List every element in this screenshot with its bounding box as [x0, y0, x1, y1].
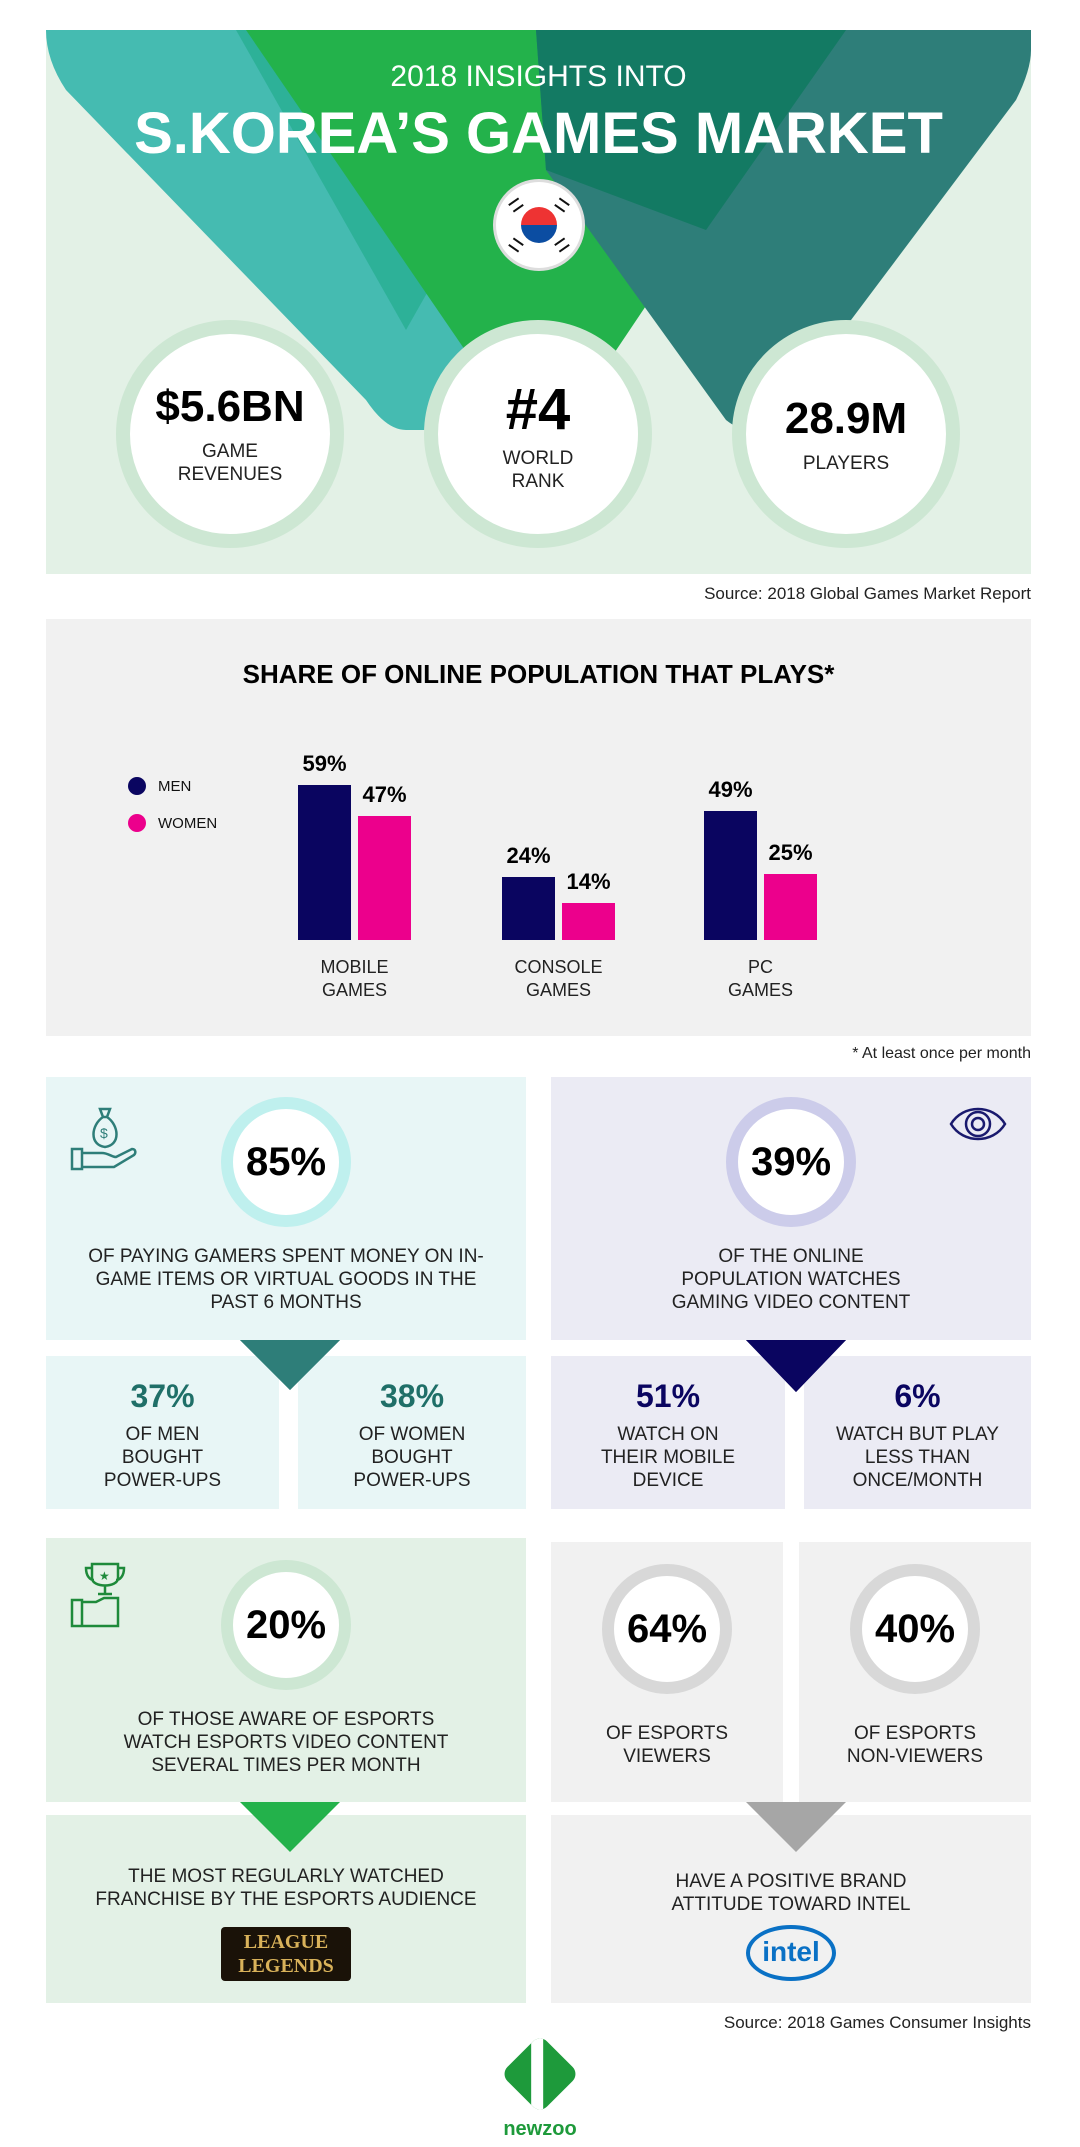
esports-label: OF THOSE AWARE OF ESPORTS WATCH ESPORTS … — [123, 1709, 449, 1776]
women-value: 38% — [379, 1378, 445, 1414]
league-of-legends-logo: LEAGUE LEGENDS — [221, 1927, 351, 1981]
video-value: 39% — [750, 1139, 832, 1184]
legend-label: MEN — [158, 777, 192, 795]
spending-panel: $ 85% OF PAYING GAMERS SPENT MONEY ON IN… — [46, 1077, 526, 1340]
chart-title: SHARE OF ONLINE POPULATION THAT PLAYS* — [242, 659, 835, 689]
stat-players: 28.9M PLAYERS — [732, 320, 960, 548]
stat-label: PLAYERS — [802, 452, 890, 474]
legend-women: WOMEN — [128, 814, 217, 832]
intel-label: HAVE A POSITIVE BRAND ATTITUDE TOWARD IN… — [671, 1871, 911, 1915]
chart-footnote: * At least once per month — [852, 1045, 1031, 1062]
data-label: 25% — [768, 840, 813, 866]
legend-label: WOMEN — [158, 814, 218, 832]
legend-swatch-men — [128, 777, 146, 795]
legend-swatch-women — [128, 814, 146, 832]
stat-rank: #4 WORLD RANK — [424, 320, 652, 548]
stat-label: GAME REVENUES — [177, 441, 283, 485]
footer-source: Source: 2018 Games Consumer Insights — [723, 2013, 1031, 2032]
header-title: S.KOREA’S GAMES MARKET — [134, 101, 943, 166]
franchise-label: THE MOST REGULARLY WATCHED FRANCHISE BY … — [95, 1866, 477, 1910]
stat-value: $5.6BN — [155, 382, 305, 431]
arrow-down — [746, 1340, 846, 1392]
nonviewers-ring: 40% — [850, 1564, 980, 1694]
stat-label: WORLD RANK — [502, 447, 574, 492]
arrow-down — [746, 1802, 846, 1852]
bar-men-1 — [502, 876, 555, 940]
data-label: 49% — [708, 777, 753, 803]
men-value: 37% — [130, 1378, 195, 1414]
esports-ring: 20% — [221, 1560, 351, 1690]
data-label: 47% — [362, 782, 407, 808]
header-subtitle: 2018 INSIGHTS INTO — [390, 60, 687, 93]
chart-panel: SHARE OF ONLINE POPULATION THAT PLAYS* M… — [46, 619, 1031, 1036]
lowplay-value: 6% — [894, 1378, 941, 1414]
stat-revenue: $5.6BN GAME REVENUES — [116, 320, 344, 548]
bar-men-0 — [298, 784, 351, 940]
category-label: MOBILE GAMES — [320, 957, 389, 1000]
men-label: OF MEN BOUGHT POWER-UPS — [103, 1424, 222, 1491]
eye-icon — [949, 1107, 1007, 1141]
money-bag-hand-icon: $ — [70, 1107, 137, 1171]
data-label: 14% — [566, 869, 611, 895]
esports-panel: ★ 20% OF THOSE AWARE OF ESPORTS WATCH ES… — [46, 1538, 526, 1802]
mobile-label: WATCH ON THEIR MOBILE DEVICE — [600, 1424, 736, 1491]
women-label: OF WOMEN BOUGHT POWER-UPS — [353, 1424, 471, 1491]
data-label: 24% — [506, 842, 551, 868]
esports-value: 20% — [245, 1602, 327, 1647]
spending-ring: 85% — [221, 1097, 351, 1227]
viewers-value: 64% — [626, 1606, 708, 1651]
nonviewers-box: 40% OF ESPORTS NON-VIEWERS — [799, 1542, 1031, 1802]
svg-text:★: ★ — [99, 1569, 110, 1583]
legend-men: MEN — [128, 777, 191, 795]
data-label: 59% — [302, 750, 347, 776]
spending-value: 85% — [245, 1139, 327, 1184]
header-panel: 2018 INSIGHTS INTO S.KOREA’S GAMES MARKE… — [46, 30, 1031, 574]
bar-area: 59% 47% MOBILE GAMES 24% 14% CONSOLE GAMES 49% 25… — [46, 619, 1031, 1036]
arrow-down — [240, 1802, 340, 1852]
trophy-hand-icon: ★ — [70, 1562, 126, 1628]
nonviewers-value: 40% — [874, 1606, 956, 1651]
stat-value: 28.9M — [784, 393, 908, 443]
spending-label: OF PAYING GAMERS SPENT MONEY ON IN-GAME … — [88, 1246, 484, 1313]
category-label: CONSOLE GAMES — [514, 957, 603, 1000]
viewers-ring: 64% — [602, 1564, 732, 1694]
header-source: Source: 2018 Global Games Market Report — [704, 584, 1031, 603]
viewers-label: OF ESPORTS VIEWERS — [605, 1723, 729, 1767]
intel-logo: intel — [746, 1925, 836, 1981]
svg-text:$: $ — [100, 1125, 108, 1141]
bar-women-0 — [358, 816, 411, 940]
bar-men-2 — [704, 811, 757, 940]
video-panel: 39% OF THE ONLINE POPULATION WATCHES GAM… — [551, 1077, 1031, 1340]
category-label: PC GAMES — [727, 957, 793, 1000]
video-ring: 39% — [726, 1097, 856, 1227]
nonviewers-label: OF ESPORTS NON-VIEWERS — [846, 1723, 984, 1767]
arrow-down — [240, 1340, 340, 1390]
video-label: OF THE ONLINE POPULATION WATCHES GAMING … — [671, 1246, 911, 1313]
mobile-value: 51% — [635, 1378, 701, 1414]
bar-women-2 — [764, 874, 817, 940]
stat-value: #4 — [505, 376, 571, 442]
viewers-box: 64% OF ESPORTS VIEWERS — [551, 1542, 783, 1802]
newzoo-logo: newzoo — [497, 2034, 583, 2142]
south-korea-flag-icon — [496, 182, 582, 268]
bar-women-1 — [562, 903, 615, 940]
lowplay-label: WATCH BUT PLAY LESS THAN ONCE/MONTH — [836, 1424, 999, 1491]
